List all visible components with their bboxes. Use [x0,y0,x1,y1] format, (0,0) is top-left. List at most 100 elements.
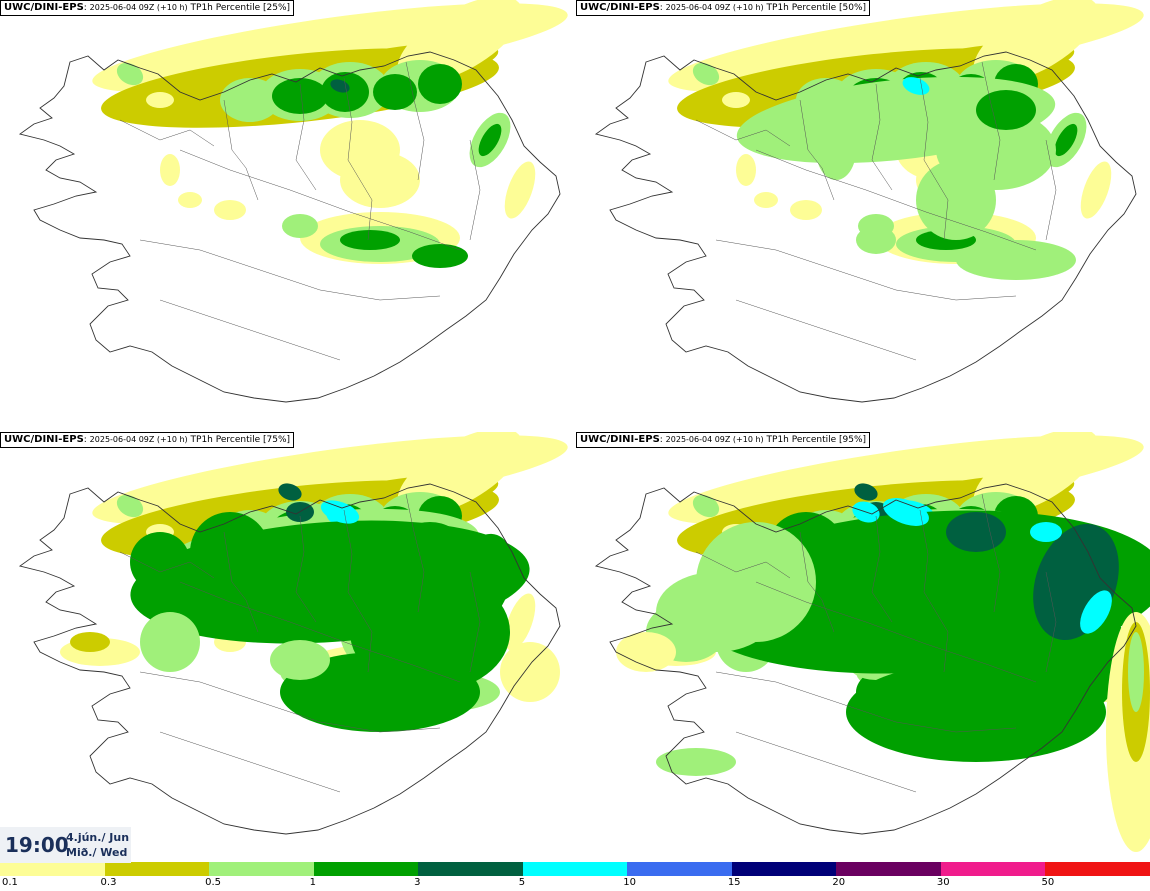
boundary-line [179,149,461,251]
boundary-line [755,581,1037,683]
boundary-line [119,551,215,579]
boundary-line [919,509,949,673]
panel-title: UWC/DINI-EPS: 2025-06-04 09Z (+10 h) TP1… [576,432,871,448]
map-panel-p95: UWC/DINI-EPS: 2025-06-04 09Z (+10 h) TP1… [576,432,1150,862]
boundary-line [223,531,259,633]
precip-area [854,483,878,501]
precip-map [0,432,574,862]
run-time: 2025-06-04 09Z (+10 h) [89,435,188,444]
legend-swatch [209,862,314,876]
boundary-line [119,119,215,147]
valid-time-clock: 19:00 [5,833,69,857]
precip-area [616,632,676,672]
legend-label: 3 [414,877,421,888]
boundary-line [139,671,441,733]
precip-area [816,120,856,180]
precip-area [340,230,400,250]
precip-area [140,612,200,672]
field-label: TP1h Percentile [50%] [766,3,867,13]
boundary-line [799,99,835,201]
precip-area [656,748,736,776]
boundary-line [405,493,425,613]
panel-title: UWC/DINI-EPS: 2025-06-04 09Z (+10 h) TP1… [0,0,295,16]
boundary-line [871,515,893,623]
precip-area [504,161,536,219]
legend-swatches [0,862,1150,876]
model-source: UWC/DINI-EPS [580,2,660,13]
precip-area [1054,123,1078,157]
boundary-line [179,581,461,683]
legend-swatch [104,862,210,876]
boundary-line [735,731,917,793]
field-label: TP1h Percentile [95%] [766,435,867,445]
legend-swatch [627,862,732,876]
coastline [594,51,1137,403]
precip-area [116,494,144,518]
precip-area [160,154,180,186]
boundary-line [715,671,1017,733]
precip-layer [668,0,1144,280]
precip-area [916,160,996,240]
boundary-line [139,239,441,301]
precip-area [902,77,930,95]
precip-area [178,192,202,208]
run-time: 2025-06-04 09Z (+10 h) [665,3,764,12]
precip-area [447,533,513,631]
boundary-line [755,149,1037,251]
precip-area [418,64,462,104]
boundary-line [343,509,373,673]
coastline [18,51,561,403]
precip-area [504,593,536,651]
boundary-line [223,99,259,201]
boundary-line [343,77,373,241]
boundary-line [715,239,1017,301]
coastline [18,483,561,835]
precip-area [146,92,174,108]
precip-legend: 0.1 0.3 0.5 1 3 5 10 15 20 30 50 [0,862,1150,891]
precip-area [116,62,144,86]
precip-area [946,512,1006,552]
precip-area [270,640,330,680]
precip-area [412,244,468,268]
precip-area [70,632,110,652]
precip-area [754,192,778,208]
precip-area [320,500,360,524]
map-panel-p25: UWC/DINI-EPS: 2025-06-04 09Z (+10 h) TP1… [0,0,574,430]
boundary-line [1045,139,1057,241]
precip-map [0,0,574,430]
legend-label: 1 [309,877,316,888]
precip-area [883,498,929,526]
precip-area [1080,590,1112,634]
field-label: TP1h Percentile [25%] [190,3,291,13]
precip-area [956,240,1076,280]
boundary-line [1045,571,1057,673]
valid-time-box: 19:00 4.jún./ Jun Mið./ Wed [0,827,131,863]
legend-swatch [836,862,941,876]
boundary-line [799,531,835,633]
valid-date-line2: Mið./ Wed [66,846,128,859]
precip-area [692,62,720,86]
precip-area [736,154,756,186]
boundary-line [981,493,1001,613]
boundary-line [871,83,893,191]
precip-area [500,642,560,702]
boundary-line [919,77,949,241]
map-panel-p75: UWC/DINI-EPS: 2025-06-04 09Z (+10 h) TP1… [0,432,574,862]
field-label: TP1h Percentile [75%] [190,435,291,445]
precip-area [340,152,420,208]
legend-label: 10 [623,877,636,888]
boundary-line [981,61,1001,181]
legend-label: 0.5 [205,877,221,888]
legend-swatch [418,862,523,876]
run-time: 2025-06-04 09Z (+10 h) [89,3,188,12]
precip-area [1128,632,1144,712]
model-source: UWC/DINI-EPS [4,2,84,13]
legend-swatch [1045,862,1150,876]
legend-label: 15 [727,877,741,888]
precip-area [278,483,302,501]
boundary-line [295,515,317,623]
precip-area [478,123,502,157]
boundary-line [695,551,791,579]
legend-label: 50 [1041,877,1055,888]
precip-area [1080,161,1112,219]
